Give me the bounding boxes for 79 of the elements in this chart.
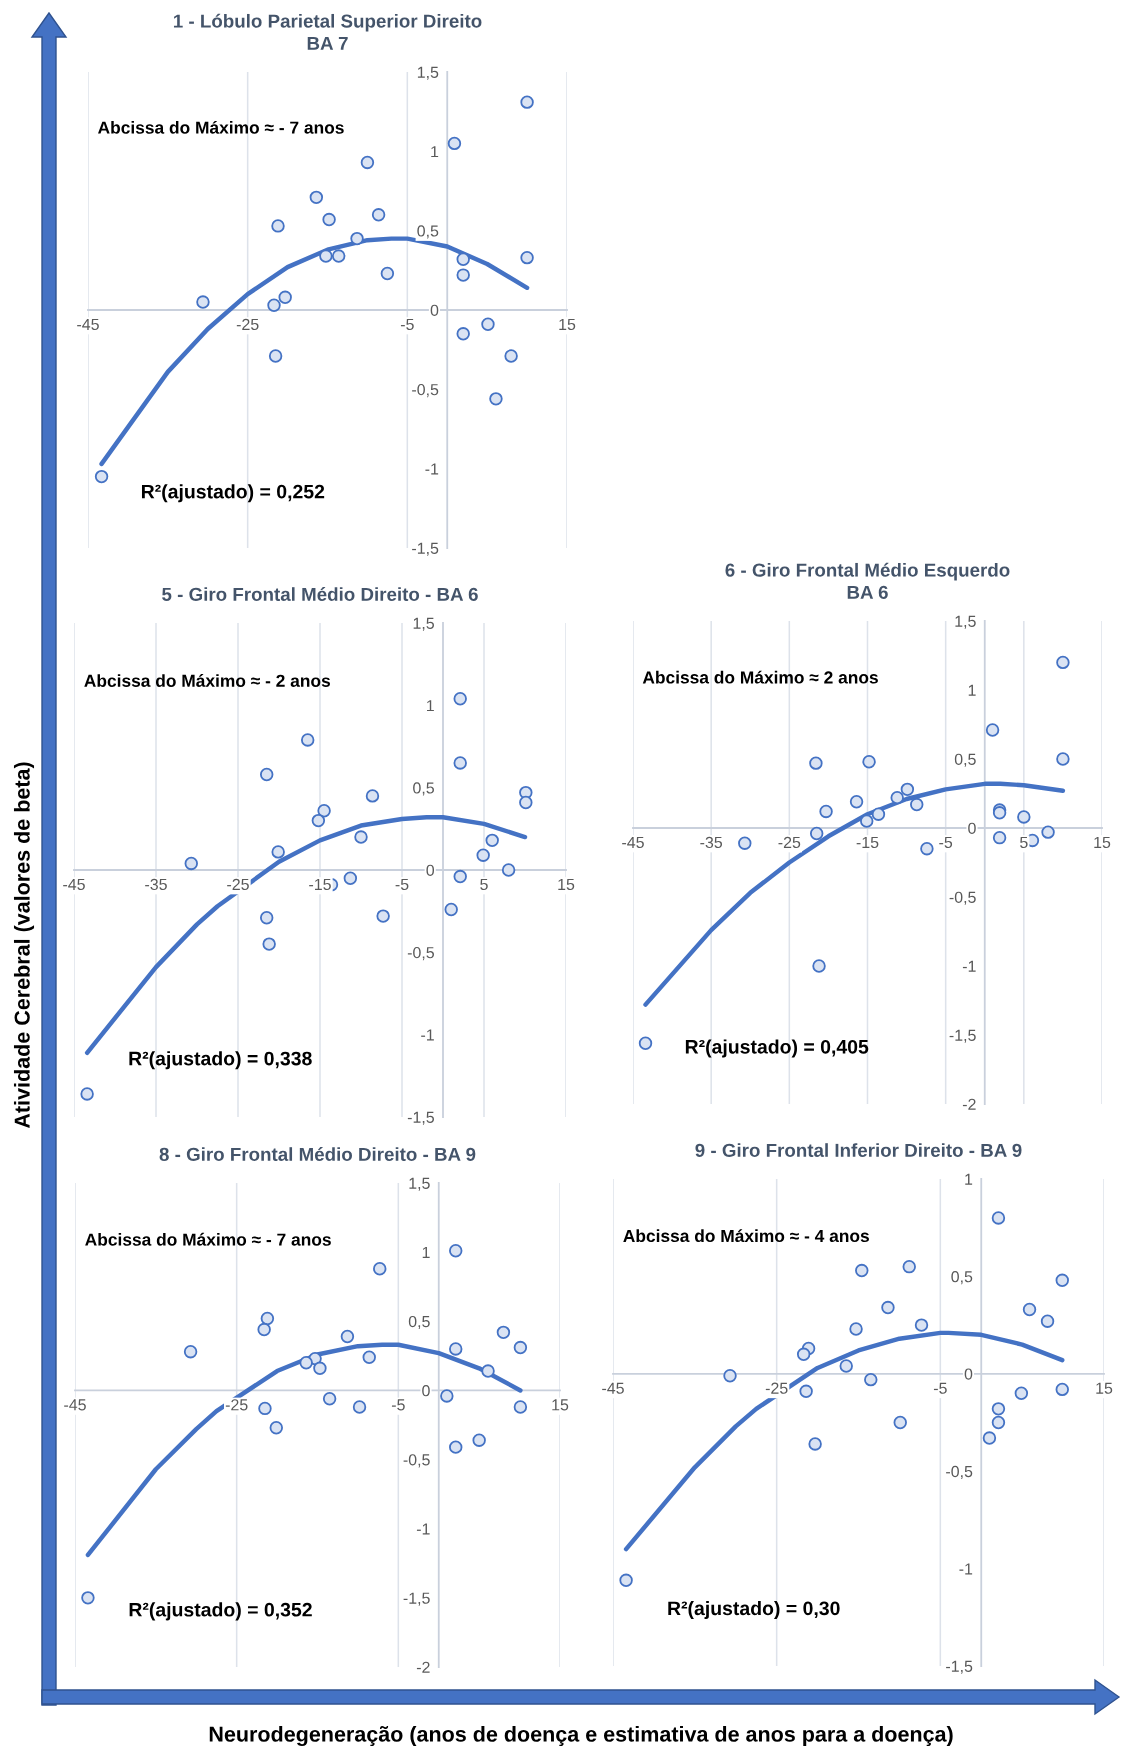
- y-tick-label: 1: [431, 146, 439, 158]
- annotation: Abcissa do Máximo ≈ - 2 anos: [84, 674, 330, 687]
- y-tick-label: -1,5: [949, 1029, 976, 1043]
- y-tick-label: 1,5: [413, 617, 434, 631]
- chart-title: 9 - Giro Frontal Inferior Direito - BA 9: [695, 1143, 1022, 1157]
- y-tick-label: 0,5: [951, 1271, 973, 1285]
- y-tick-label: -1: [416, 1523, 430, 1535]
- y-tick-label: 0,5: [413, 782, 434, 796]
- chart-title: 8 - Giro Frontal Médio Direito - BA 9: [159, 1147, 476, 1161]
- x-tick-label: 5: [1020, 836, 1028, 849]
- x-tick-label: -45: [602, 1382, 624, 1394]
- y-tick-label: 0: [430, 304, 439, 316]
- annotation: Abcissa do Máximo ≈ - 4 anos: [623, 1229, 869, 1243]
- y-tick-label: -1,5: [407, 1111, 434, 1125]
- chart-title: 1 - Lóbulo Parietal Superior Direito BA 7: [173, 13, 482, 50]
- y-tick-label: 0: [422, 1385, 430, 1397]
- y-tick-label: -1: [421, 1029, 434, 1041]
- x-tick-label: -15: [856, 836, 879, 849]
- x-tick-label: -25: [227, 878, 249, 891]
- y-tick-label: -0,5: [946, 1465, 973, 1480]
- annotation: Abcissa do Máximo ≈ 2 anos: [642, 670, 878, 684]
- annotation: R²(ajustado) = 0,252: [141, 484, 325, 503]
- y-tick-label: 1: [422, 1246, 430, 1258]
- x-tick-label: -35: [700, 836, 723, 849]
- y-tick-label: -0,5: [403, 1454, 430, 1468]
- annotation: R²(ajustado) = 0,30: [668, 1600, 840, 1620]
- y-tick-label: 0: [426, 864, 435, 876]
- y-tick-label: -1: [425, 463, 439, 475]
- y-tick-label: 1,5: [417, 66, 439, 80]
- y-tick-label: -0,5: [412, 383, 439, 398]
- chart-title: 5 - Giro Frontal Médio Direito - BA 6: [162, 587, 478, 601]
- annotation: R²(ajustado) = 0,352: [129, 1602, 312, 1621]
- y-tick-label: -0,5: [407, 946, 434, 961]
- annotation: Abcissa do Máximo ≈ - 7 anos: [98, 120, 344, 134]
- y-tick-label: 0: [968, 822, 976, 834]
- y-tick-label: -1,5: [403, 1592, 430, 1606]
- y-tick-label: -1,5: [946, 1660, 973, 1674]
- y-tick-label: 0: [964, 1368, 973, 1380]
- x-tick-label: -25: [778, 836, 801, 849]
- annotation: Abcissa do Máximo ≈ - 7 anos: [85, 1232, 331, 1246]
- x-tick-label: 5: [480, 878, 488, 891]
- x-tick-label: -5: [933, 1382, 947, 1394]
- x-tick-label: -25: [225, 1399, 248, 1411]
- x-tick-label: -45: [622, 836, 644, 849]
- y-tick-label: -2: [962, 1098, 976, 1110]
- annotation: R²(ajustado) = 0,405: [685, 1039, 869, 1058]
- x-tick-label: -25: [236, 318, 259, 331]
- x-tick-label: -45: [64, 1399, 86, 1411]
- y-tick-label: 0,5: [417, 225, 439, 239]
- y-tick-label: 1: [968, 684, 976, 696]
- y-tick-label: -1,5: [412, 542, 439, 556]
- x-tick-label: -5: [939, 836, 953, 849]
- y-tick-label: -2: [416, 1661, 430, 1673]
- y-tick-label: 0,5: [954, 753, 976, 767]
- x-tick-label: -5: [391, 1399, 405, 1411]
- y-tick-label: 0,5: [408, 1315, 430, 1330]
- y-tick-label: -1: [959, 1563, 973, 1575]
- x-tick-label: -5: [395, 878, 409, 891]
- y-tick-label: 1,5: [409, 1177, 430, 1191]
- y-tick-label: 1,5: [955, 615, 976, 629]
- chart-title: 6 - Giro Frontal Médio Esquerdo BA 6: [725, 562, 1010, 599]
- x-tick-label: -25: [765, 1382, 788, 1394]
- text: Atividade Cerebral (valores de beta): [13, 762, 35, 1129]
- x-tick-label: 15: [558, 878, 575, 891]
- x-tick-label: 15: [559, 318, 576, 331]
- x-tick-label: -45: [77, 318, 99, 331]
- y-tick-label: -0,5: [949, 891, 976, 905]
- y-tick-label: -1: [962, 960, 976, 972]
- x-tick-label: -35: [145, 878, 167, 891]
- text: Neurodegeneração (anos de doença e estimativa de anos para a doença): [209, 1725, 953, 1747]
- x-tick-label: -45: [63, 878, 85, 891]
- x-tick-label: -15: [309, 878, 331, 891]
- x-tick-label: 15: [1094, 836, 1111, 849]
- annotation: R²(ajustado) = 0,338: [129, 1051, 312, 1070]
- x-tick-label: 15: [552, 1399, 569, 1411]
- x-tick-label: 15: [1096, 1382, 1113, 1394]
- y-tick-label: 1: [427, 700, 434, 712]
- y-tick-label: 1: [965, 1173, 973, 1185]
- x-tick-label: -5: [400, 318, 414, 331]
